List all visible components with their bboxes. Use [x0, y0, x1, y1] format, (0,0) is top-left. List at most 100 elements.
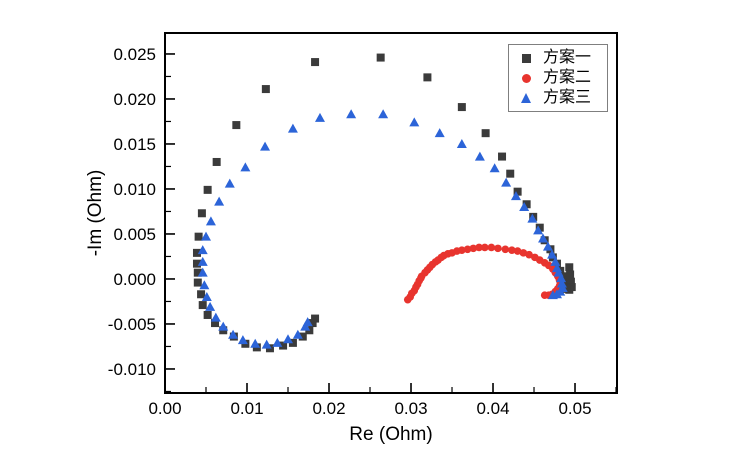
scatter-point-square	[261, 85, 270, 94]
scatter-point-square	[308, 319, 317, 328]
scatter-point-triangle	[205, 216, 216, 226]
scatter-point-square	[298, 332, 307, 341]
scatter-point-circle	[513, 247, 522, 255]
scatter-point-triangle	[542, 241, 553, 251]
scatter-point-square	[203, 185, 212, 194]
scatter-point-triangle	[456, 138, 467, 148]
scatter-point-triangle	[218, 321, 229, 331]
scatter-point-square	[194, 232, 203, 241]
scatter-point-square	[192, 259, 201, 268]
scatter-point-square	[522, 200, 531, 209]
scatter-point-triangle	[197, 256, 208, 266]
scatter-point-triangle	[214, 196, 225, 206]
scatter-point-square	[203, 310, 212, 319]
scatter-point-square	[212, 157, 221, 166]
scatter-point-circle	[463, 245, 472, 254]
scatter-point-circle	[501, 245, 510, 254]
scatter-point-square	[197, 290, 206, 299]
scatter-point-triangle	[199, 280, 210, 290]
scatter-point-square	[288, 338, 297, 347]
scatter-point-square	[197, 209, 206, 218]
scatter-point-square	[481, 129, 490, 138]
scatter-point-triangle	[201, 231, 212, 241]
scatter-point-circle	[458, 246, 466, 254]
legend: 方案一 方案二 方案三	[508, 44, 608, 112]
scatter-point-square	[423, 73, 432, 82]
x-tick-label: 0.01	[230, 399, 263, 418]
y-tick-label: 0.000	[113, 270, 156, 289]
scatter-point-square	[566, 270, 575, 279]
scatter-point-triangle	[210, 312, 221, 322]
scatter-point-square	[513, 187, 522, 196]
legend-label-1: 方案一	[543, 49, 592, 66]
scatter-point-square	[506, 169, 515, 178]
y-tick-label: 0.015	[113, 135, 156, 154]
scatter-point-square	[562, 284, 571, 293]
plot-frame	[164, 32, 618, 394]
y-tick-label: 0.020	[113, 90, 156, 109]
scatter-point-square	[561, 276, 570, 285]
scatter-point-triangle	[272, 337, 283, 347]
scatter-point-square	[198, 301, 207, 310]
square-marker-icon	[521, 53, 531, 63]
legend-marker-box	[509, 53, 543, 63]
scatter-point-triangle	[228, 329, 239, 339]
scatter-point-triangle	[474, 151, 485, 161]
scatter-point-circle	[525, 250, 533, 259]
scatter-point-square	[279, 341, 288, 350]
scatter-point-square	[535, 223, 544, 232]
scatter-point-triangle	[378, 109, 389, 119]
scatter-point-circle	[469, 244, 478, 253]
scatter-point-triangle	[550, 256, 561, 266]
scatter-point-triangle	[556, 273, 567, 283]
scatter-point-circle	[487, 243, 496, 252]
scatter-point-triangle	[434, 128, 445, 138]
scatter-point-triangle	[533, 225, 544, 235]
scatter-point-square	[211, 319, 220, 328]
scatter-point-triangle	[547, 290, 558, 300]
circle-marker-icon	[521, 73, 531, 83]
scatter-point-square	[457, 103, 466, 112]
scatter-point-triangle	[237, 335, 248, 345]
y-tick-label: 0.025	[113, 45, 156, 64]
scatter-point-circle	[519, 249, 528, 257]
scatter-point-triangle	[409, 117, 420, 127]
scatter-point-triangle	[292, 329, 303, 339]
y-tick-label: -0.010	[108, 360, 156, 379]
scatter-point-triangle	[547, 249, 558, 259]
x-tick-label: 0.03	[394, 399, 427, 418]
legend-marker-box	[509, 93, 543, 103]
legend-label-3: 方案三	[543, 89, 592, 106]
scatter-point-square	[376, 53, 385, 62]
legend-label-2: 方案二	[543, 69, 592, 86]
legend-item-3: 方案三	[509, 88, 607, 108]
scatter-point-square	[565, 263, 574, 272]
scatter-point-square	[193, 278, 202, 287]
scatter-point-square	[311, 58, 320, 67]
scatter-point-circle	[481, 243, 489, 252]
scatter-point-triangle	[556, 278, 567, 288]
y-tick-label: 0.005	[113, 225, 156, 244]
scatter-point-triangle	[519, 201, 530, 211]
scatter-point-circle	[508, 246, 516, 254]
scatter-point-triangle	[250, 338, 261, 348]
scatter-point-triangle	[300, 321, 311, 331]
y-axis-title: -Im (Ohm)	[85, 169, 106, 257]
x-tick-label: 0.02	[312, 399, 345, 418]
scatter-point-circle	[540, 291, 549, 299]
scatter-point-triangle	[283, 334, 294, 344]
scatter-point-square	[311, 314, 320, 323]
scatter-point-triangle	[197, 245, 208, 255]
x-tick-label: 0.05	[558, 399, 591, 418]
scatter-point-triangle	[224, 178, 235, 188]
scatter-point-triangle	[489, 163, 500, 173]
scatter-point-square	[192, 248, 201, 257]
scatter-point-circle	[475, 243, 483, 252]
legend-item-1: 方案一	[509, 48, 607, 68]
y-tick-label: -0.005	[108, 315, 156, 334]
scatter-point-circle	[494, 244, 502, 253]
x-axis-title: Re (Ohm)	[349, 424, 433, 445]
scatter-point-triangle	[346, 109, 357, 119]
